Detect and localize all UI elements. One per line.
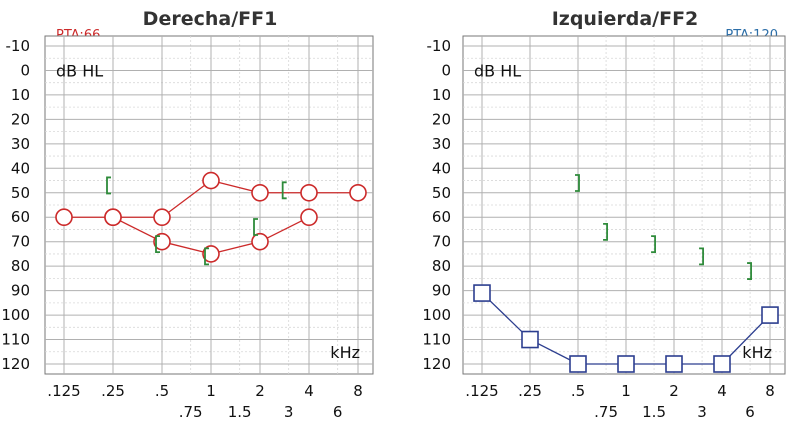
data-point-bracket (106, 176, 111, 195)
series-line (112, 216, 163, 243)
data-point-bracket (281, 181, 287, 200)
data-point-circle (153, 208, 171, 227)
data-point-circle (104, 208, 122, 227)
x-tick-label: .125 (47, 382, 80, 400)
y-tick-label: 20 (432, 110, 451, 128)
x-tick-label: .5 (155, 382, 169, 400)
data-point-square (473, 284, 491, 302)
series-0 (473, 284, 779, 373)
y-tick-label: 50 (11, 184, 30, 202)
x-tick-label: 3 (284, 403, 294, 421)
data-point-circle (153, 232, 171, 251)
x-tick-label: 6 (745, 403, 755, 421)
y-tick-label: 80 (11, 257, 30, 275)
y-tick-label: 40 (432, 159, 451, 177)
y-tick-label: 50 (432, 184, 451, 202)
y-tick-label: 110 (1, 331, 30, 349)
data-point-bracket (699, 247, 704, 266)
x-tick-label: .5 (571, 382, 585, 400)
data-point-square (569, 355, 587, 373)
x-tick-label: .75 (179, 403, 203, 421)
y-tick-label: 100 (1, 306, 30, 324)
x-tick-label: 3 (697, 403, 707, 421)
y-tick-label: -10 (6, 37, 31, 55)
data-point-bracket (204, 247, 209, 266)
x-tick-label: .75 (594, 403, 618, 421)
data-point-circle (202, 245, 220, 263)
x-tick-label: 1.5 (228, 403, 252, 421)
y-tick-label: 10 (432, 86, 451, 104)
data-point-square (617, 355, 635, 373)
y-tick-label: 30 (11, 135, 30, 153)
data-point-bracket (155, 235, 160, 254)
y-tick-label: 30 (432, 135, 451, 153)
data-point-circle (55, 208, 73, 227)
x-axis-unit: kHz (330, 343, 360, 362)
y-axis-unit: dB HL (474, 61, 521, 80)
x-tick-label: 4 (717, 382, 727, 400)
y-tick-label: -10 (427, 37, 452, 55)
data-point-bracket (747, 262, 752, 280)
y-tick-label: 40 (11, 159, 30, 177)
audiogram-panel-right: Derecha/FF1PTA:66-1001020304050607080901… (1, 8, 374, 421)
x-tick-label: 2 (669, 382, 679, 400)
data-point-bracket (651, 235, 656, 254)
data-point-circle (251, 232, 269, 251)
x-tick-label: 1 (621, 382, 631, 400)
x-tick-label: 4 (304, 382, 314, 400)
y-tick-label: 100 (422, 306, 451, 324)
y-tick-label: 60 (11, 208, 30, 226)
x-tick-label: .125 (465, 382, 498, 400)
series-2 (106, 176, 287, 266)
series-1 (104, 208, 318, 263)
y-tick-label: 0 (20, 61, 30, 79)
series-line (161, 180, 212, 218)
data-point-circle (251, 183, 269, 202)
series-line (259, 216, 310, 243)
data-point-bracket (253, 218, 258, 236)
data-point-circle (300, 208, 318, 227)
x-tick-label: 6 (333, 403, 343, 421)
y-tick-label: 110 (422, 331, 451, 349)
x-axis-unit: kHz (742, 343, 772, 362)
audiogram-panel-left: Izquierda/FF2PTA:120-1001020304050607080… (422, 8, 786, 421)
y-tick-label: 0 (441, 61, 451, 79)
chart-title: Izquierda/FF2 (552, 8, 699, 30)
x-tick-label: 2 (255, 382, 265, 400)
y-tick-label: 60 (432, 208, 451, 226)
y-tick-label: 20 (11, 110, 30, 128)
data-point-circle (349, 183, 367, 202)
data-point-square (665, 355, 683, 373)
chart-title: Derecha/FF1 (143, 8, 278, 30)
data-point-circle (300, 183, 318, 202)
y-tick-label: 120 (422, 355, 451, 373)
data-point-circle (202, 171, 220, 190)
x-tick-label: .25 (518, 382, 542, 400)
y-axis-unit: dB HL (56, 61, 103, 80)
y-tick-label: 120 (1, 355, 30, 373)
data-point-square (713, 355, 731, 373)
x-tick-label: .25 (101, 382, 125, 400)
data-point-square (761, 306, 779, 324)
y-tick-label: 10 (11, 86, 30, 104)
series-1 (575, 174, 752, 280)
data-point-bracket (575, 174, 580, 192)
y-tick-label: 80 (432, 257, 451, 275)
x-tick-label: 8 (353, 382, 363, 400)
y-tick-label: 70 (432, 233, 451, 251)
y-tick-label: 90 (11, 282, 30, 300)
x-tick-label: 8 (765, 382, 775, 400)
data-point-square (521, 330, 539, 349)
y-tick-label: 70 (11, 233, 30, 251)
y-tick-label: 90 (432, 282, 451, 300)
x-tick-label: 1 (206, 382, 216, 400)
x-tick-label: 1.5 (642, 403, 666, 421)
data-point-bracket (603, 223, 608, 241)
